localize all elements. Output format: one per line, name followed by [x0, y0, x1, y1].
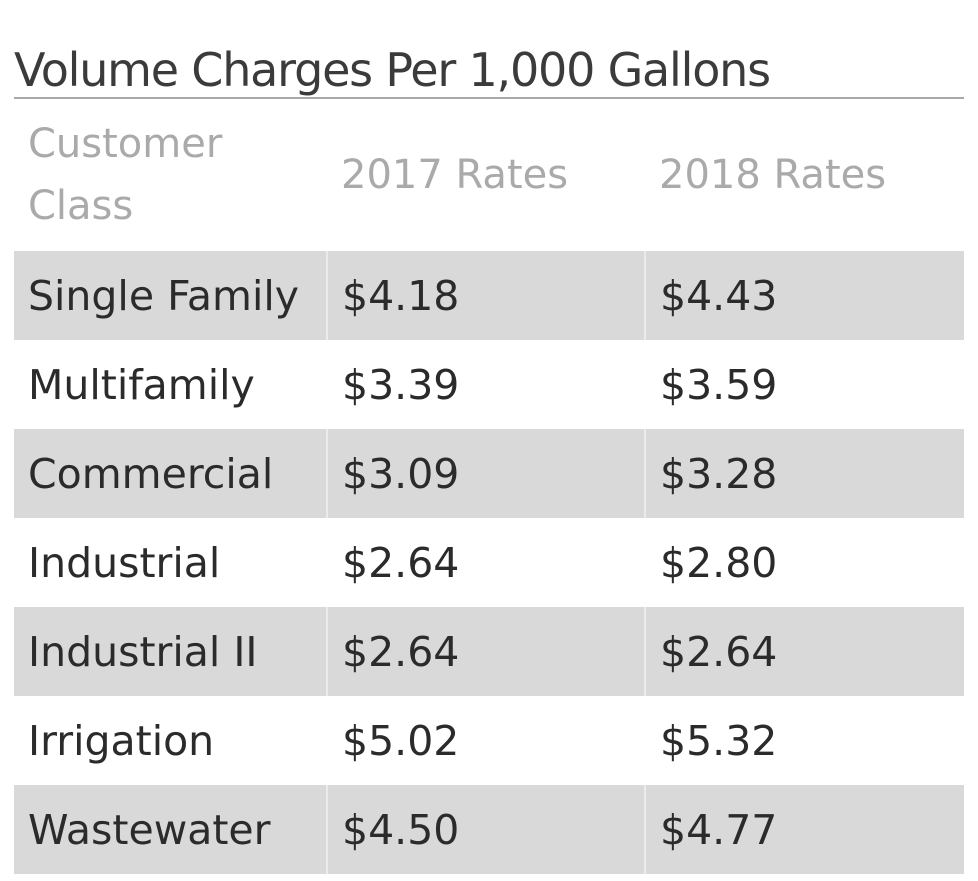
- table-row: Commercial $3.09 $3.28: [14, 429, 964, 518]
- page-title: Volume Charges Per 1,000 Gallons: [14, 43, 771, 97]
- column-header-2017-rates: 2017 Rates: [341, 152, 569, 198]
- customer-class-cell: Single Family: [14, 251, 327, 340]
- customer-class-cell: Irrigation: [28, 716, 215, 765]
- rate-2017-cell: $3.09: [326, 429, 645, 518]
- customer-class-cell: Industrial: [28, 538, 221, 587]
- customer-class-cell: Wastewater: [14, 785, 327, 874]
- rate-2018-cell: $3.59: [644, 340, 964, 429]
- customer-class-cell: Multifamily: [28, 360, 255, 409]
- rate-2018-cell: $4.77: [644, 785, 964, 874]
- rate-2017-cell: $3.39: [326, 340, 645, 429]
- rate-2017-cell: $4.18: [326, 251, 645, 340]
- rate-2018-cell: $2.64: [644, 607, 964, 696]
- customer-class-cell: Industrial II: [14, 607, 327, 696]
- rate-2018-cell: $2.80: [644, 518, 964, 607]
- rate-2017-cell: $2.64: [326, 518, 645, 607]
- rate-2018-cell: $3.28: [644, 429, 964, 518]
- rate-2018-cell: $5.32: [644, 696, 964, 785]
- table-row: Single Family $4.18 $4.43: [14, 251, 964, 340]
- table-row: Multifamily $3.39 $3.59: [14, 340, 964, 429]
- table-row: Industrial II $2.64 $2.64: [14, 607, 964, 696]
- rate-2017-cell: $5.02: [326, 696, 645, 785]
- table-row: Irrigation $5.02 $5.32: [14, 696, 964, 785]
- column-header-2018-rates: 2018 Rates: [659, 152, 887, 198]
- table-header-row: Customer Class 2017 Rates 2018 Rates: [14, 99, 964, 251]
- table-row: Industrial $2.64 $2.80: [14, 518, 964, 607]
- rates-table: Customer Class 2017 Rates 2018 Rates Sin…: [14, 99, 964, 874]
- column-header-customer-class: Customer Class: [28, 121, 223, 229]
- rate-2018-cell: $4.43: [644, 251, 964, 340]
- rate-2017-cell: $2.64: [326, 607, 645, 696]
- rate-2017-cell: $4.50: [326, 785, 645, 874]
- title-divider: [14, 97, 964, 99]
- customer-class-cell: Commercial: [14, 429, 327, 518]
- table-row: Wastewater $4.50 $4.77: [14, 785, 964, 874]
